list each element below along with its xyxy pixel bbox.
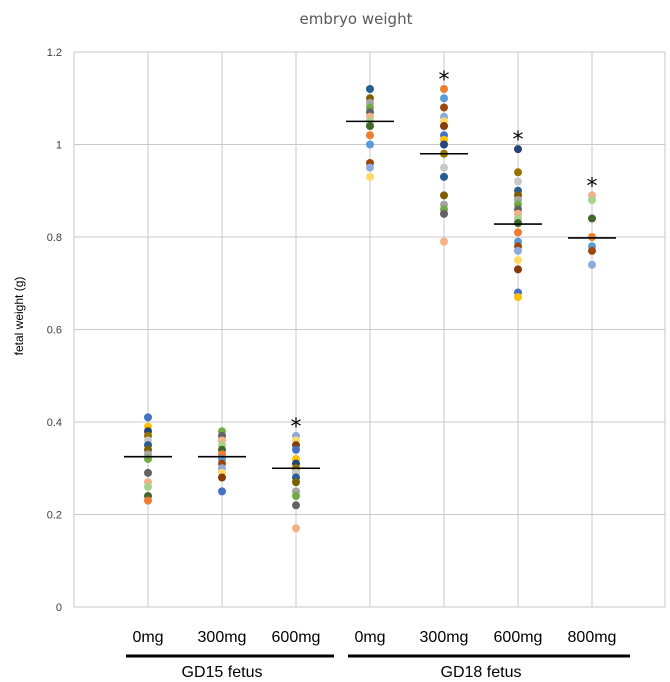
x-tick-label: 300mg (198, 629, 247, 646)
data-point (588, 196, 596, 204)
data-point (588, 260, 596, 269)
significance-markers: * * * * (291, 68, 598, 440)
data-point (292, 445, 300, 454)
y-axis-label: fetal weight (g) (12, 277, 26, 356)
data-point (440, 163, 448, 172)
data-point (440, 237, 448, 246)
significance-star: * (587, 174, 598, 199)
data-point (514, 265, 522, 274)
data-point (440, 122, 448, 130)
data-point (292, 524, 300, 533)
group-label: GD18 fetus (441, 664, 522, 681)
x-tick-label: 600mg (494, 629, 543, 646)
data-point (588, 233, 596, 241)
x-tick-label: 0mg (132, 629, 163, 646)
data-point (514, 256, 522, 265)
group-labels: GD15 fetus GD18 fetus (126, 654, 630, 681)
data-point (292, 478, 300, 487)
data-point (144, 468, 152, 477)
x-tick-label: 800mg (568, 629, 617, 646)
data-point (366, 122, 374, 130)
mean-lines (124, 120, 616, 470)
data-point (514, 219, 522, 228)
chart-title: embryo weight (300, 10, 413, 28)
y-tick-label: 0.8 (47, 232, 62, 244)
data-point (292, 501, 300, 510)
data-point (144, 496, 152, 505)
data-point (366, 131, 374, 140)
data-point (514, 168, 522, 177)
data-point (440, 209, 448, 218)
x-tick-label: 0mg (354, 629, 385, 646)
data-point (514, 293, 522, 302)
data-point (144, 482, 152, 491)
data-point (514, 246, 522, 255)
y-tick-label: 0 (56, 602, 62, 614)
significance-star: * (291, 415, 302, 440)
y-tick-label: 0.6 (47, 325, 62, 337)
data-point (440, 191, 448, 200)
data-point (588, 246, 596, 255)
x-tick-labels: 0mg 300mg 600mg 0mg 300mg 600mg 800mg (132, 629, 616, 646)
data-point (440, 172, 448, 181)
data-point (440, 85, 448, 93)
data-point (514, 177, 522, 186)
data-point (588, 214, 596, 223)
data-point (440, 94, 448, 103)
data-point (514, 145, 522, 154)
data-point (366, 140, 374, 149)
y-tick-label: 0.4 (47, 417, 62, 429)
y-tick-label: 0.2 (47, 510, 62, 522)
data-point (514, 228, 522, 237)
data-point (292, 492, 300, 500)
data-point (218, 473, 226, 482)
x-tick-label: 600mg (272, 629, 321, 646)
y-tick-labels: 0 0.2 0.4 0.6 0.8 1 1.2 (47, 47, 62, 614)
data-point (440, 103, 448, 112)
data-point (366, 163, 374, 172)
data-point (440, 140, 448, 149)
significance-star: * (439, 68, 450, 93)
x-tick-label: 300mg (420, 629, 469, 646)
y-tick-label: 1 (56, 140, 62, 152)
group-label: GD15 fetus (182, 664, 263, 681)
data-point (366, 172, 374, 181)
data-point (366, 85, 374, 93)
data-point (218, 487, 226, 496)
significance-star: * (513, 128, 524, 153)
data-point (144, 413, 152, 422)
y-tick-label: 1.2 (47, 47, 62, 59)
